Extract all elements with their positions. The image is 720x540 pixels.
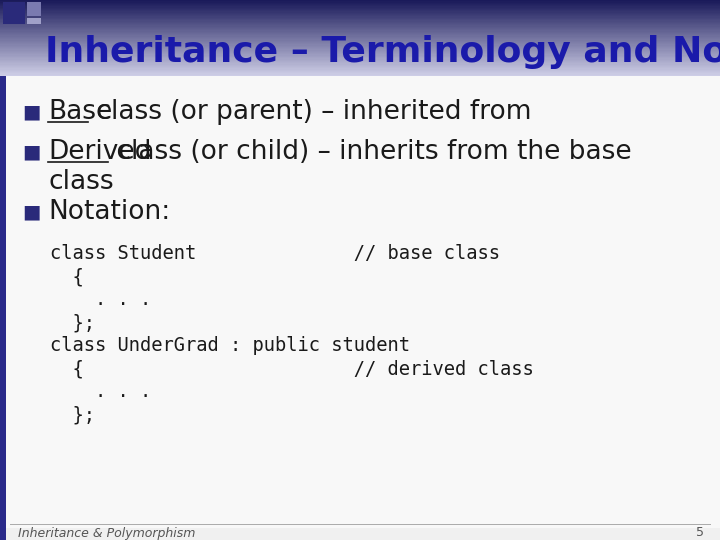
FancyBboxPatch shape	[0, 51, 720, 52]
FancyBboxPatch shape	[6, 76, 720, 528]
FancyBboxPatch shape	[0, 57, 720, 59]
FancyBboxPatch shape	[0, 69, 720, 70]
FancyBboxPatch shape	[0, 67, 720, 69]
FancyBboxPatch shape	[0, 45, 720, 48]
FancyBboxPatch shape	[0, 59, 720, 62]
FancyBboxPatch shape	[0, 36, 720, 37]
Text: Derived: Derived	[48, 139, 151, 165]
FancyBboxPatch shape	[0, 72, 720, 74]
Text: {: {	[50, 267, 84, 286]
FancyBboxPatch shape	[0, 8, 720, 9]
FancyBboxPatch shape	[0, 55, 720, 56]
FancyBboxPatch shape	[0, 47, 720, 49]
Text: ■: ■	[22, 202, 40, 221]
Text: Inheritance – Terminology and Notation: Inheritance – Terminology and Notation	[45, 35, 720, 69]
FancyBboxPatch shape	[0, 48, 720, 50]
FancyBboxPatch shape	[0, 16, 720, 18]
FancyBboxPatch shape	[0, 1, 720, 3]
Text: . . .: . . .	[50, 382, 151, 401]
Text: class Student              // base class: class Student // base class	[50, 244, 500, 263]
FancyBboxPatch shape	[27, 18, 41, 24]
FancyBboxPatch shape	[0, 5, 720, 7]
FancyBboxPatch shape	[0, 11, 720, 13]
Text: {                        // derived class: { // derived class	[50, 359, 534, 378]
FancyBboxPatch shape	[0, 71, 720, 73]
FancyBboxPatch shape	[0, 44, 720, 46]
FancyBboxPatch shape	[0, 9, 720, 11]
FancyBboxPatch shape	[0, 75, 720, 77]
FancyBboxPatch shape	[0, 12, 720, 15]
FancyBboxPatch shape	[0, 0, 720, 2]
FancyBboxPatch shape	[0, 40, 720, 42]
Text: class (or parent) – inherited from: class (or parent) – inherited from	[88, 99, 531, 125]
FancyBboxPatch shape	[0, 19, 720, 21]
FancyBboxPatch shape	[0, 15, 720, 17]
FancyBboxPatch shape	[0, 43, 720, 45]
FancyBboxPatch shape	[0, 18, 720, 19]
Text: ■: ■	[22, 143, 40, 161]
Text: };: };	[50, 313, 95, 332]
FancyBboxPatch shape	[0, 63, 720, 65]
Text: class: class	[48, 169, 114, 195]
FancyBboxPatch shape	[0, 66, 720, 68]
FancyBboxPatch shape	[0, 3, 720, 4]
FancyBboxPatch shape	[3, 2, 25, 24]
FancyBboxPatch shape	[0, 53, 720, 55]
FancyBboxPatch shape	[0, 6, 720, 8]
FancyBboxPatch shape	[0, 52, 720, 53]
FancyBboxPatch shape	[0, 24, 720, 26]
Text: ■: ■	[22, 103, 40, 122]
Text: Inheritance & Polymorphism: Inheritance & Polymorphism	[18, 526, 195, 539]
Text: Base: Base	[48, 99, 112, 125]
FancyBboxPatch shape	[0, 30, 720, 32]
FancyBboxPatch shape	[0, 65, 720, 66]
FancyBboxPatch shape	[0, 23, 720, 24]
FancyBboxPatch shape	[0, 22, 720, 23]
FancyBboxPatch shape	[0, 76, 6, 540]
FancyBboxPatch shape	[0, 28, 720, 30]
FancyBboxPatch shape	[0, 61, 720, 63]
FancyBboxPatch shape	[0, 32, 720, 33]
FancyBboxPatch shape	[0, 14, 720, 16]
Text: . . .: . . .	[50, 290, 151, 309]
FancyBboxPatch shape	[0, 10, 720, 12]
FancyBboxPatch shape	[0, 56, 720, 57]
FancyBboxPatch shape	[0, 58, 720, 60]
FancyBboxPatch shape	[0, 25, 720, 27]
FancyBboxPatch shape	[0, 62, 720, 64]
FancyBboxPatch shape	[0, 39, 720, 41]
Text: class (or child) – inherits from the base: class (or child) – inherits from the bas…	[108, 139, 631, 165]
FancyBboxPatch shape	[0, 4, 720, 5]
FancyBboxPatch shape	[0, 33, 720, 35]
FancyBboxPatch shape	[0, 26, 720, 29]
FancyBboxPatch shape	[0, 37, 720, 38]
FancyBboxPatch shape	[0, 42, 720, 44]
FancyBboxPatch shape	[0, 49, 720, 51]
FancyBboxPatch shape	[27, 2, 41, 16]
FancyBboxPatch shape	[0, 73, 720, 75]
FancyBboxPatch shape	[0, 38, 720, 40]
FancyBboxPatch shape	[0, 29, 720, 31]
Text: 5: 5	[696, 526, 704, 539]
Text: Notation:: Notation:	[48, 199, 170, 225]
Text: class UnderGrad : public student: class UnderGrad : public student	[50, 336, 410, 355]
FancyBboxPatch shape	[0, 70, 720, 71]
Text: };: };	[50, 405, 95, 424]
FancyBboxPatch shape	[0, 21, 720, 22]
FancyBboxPatch shape	[0, 34, 720, 36]
